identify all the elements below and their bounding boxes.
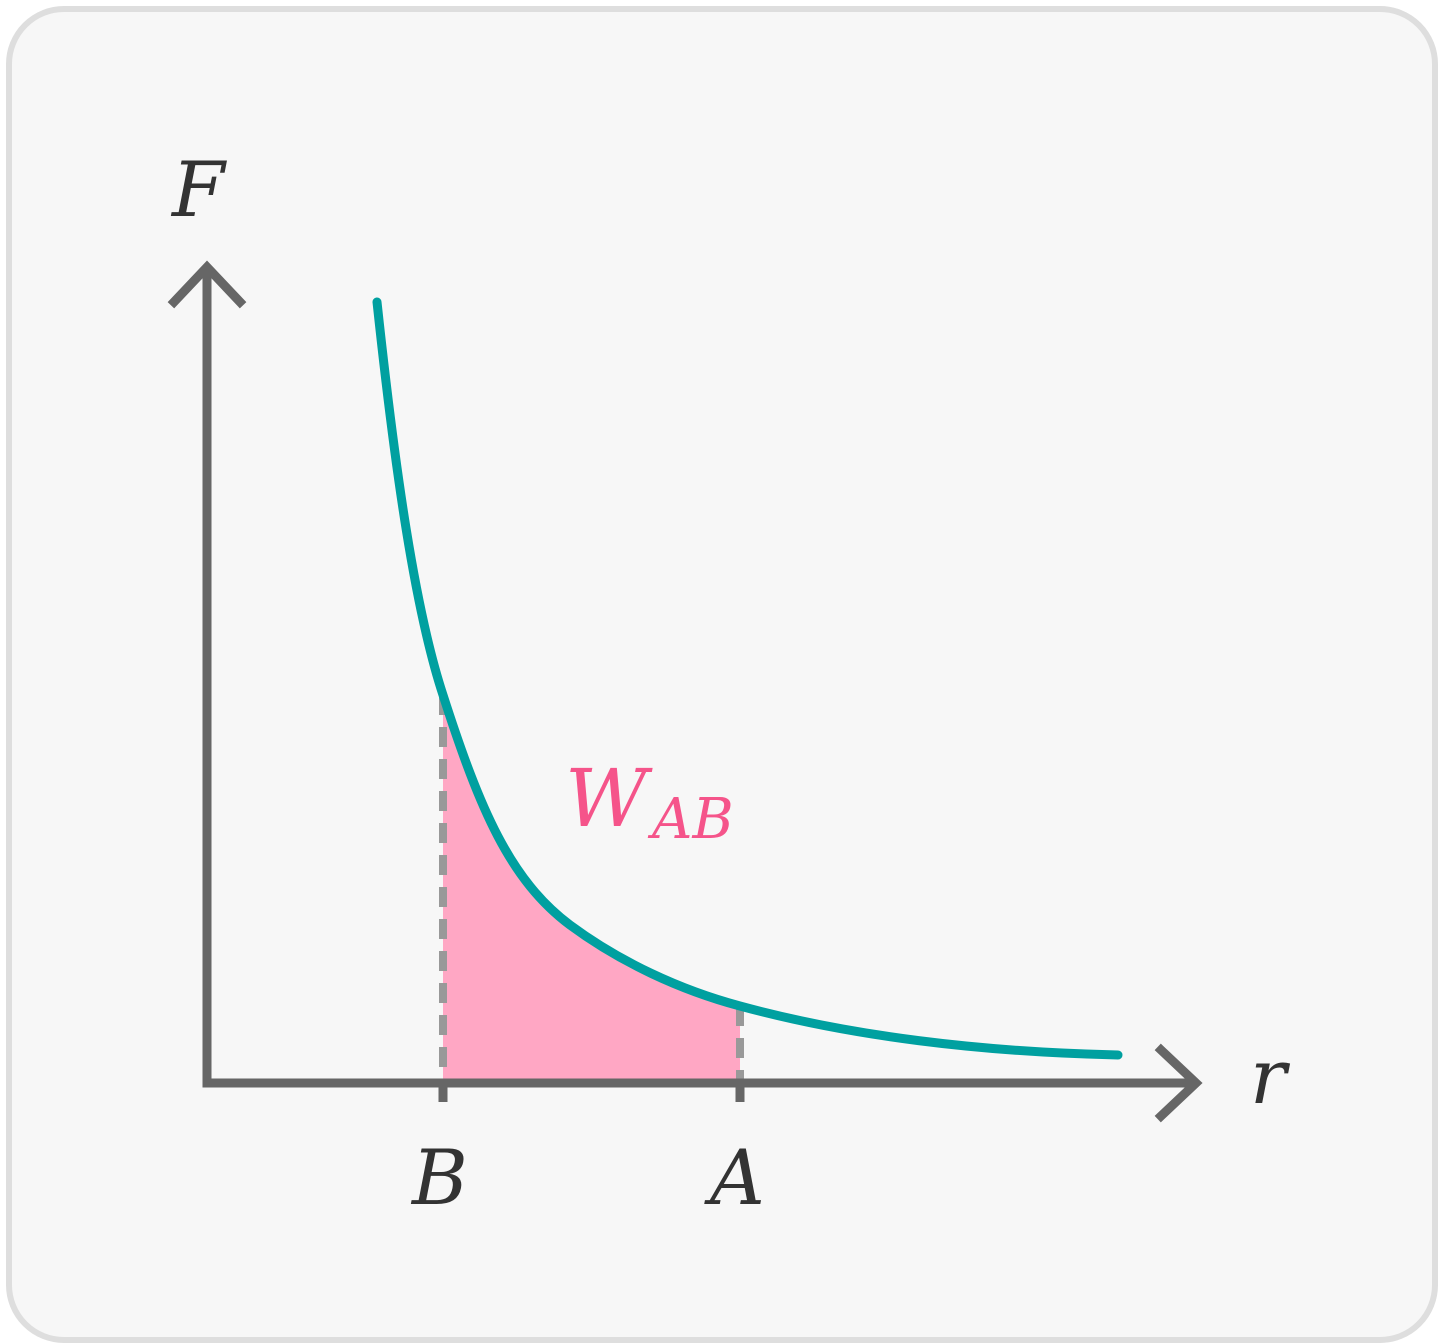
area-label-main: W (565, 752, 653, 845)
x-axis-label: r (1250, 1032, 1291, 1121)
y-axis-arrowhead (167, 260, 247, 309)
area-label-subscript: AB (647, 787, 734, 852)
y-axis-label: F (170, 145, 227, 234)
marker-a-label: A (704, 1133, 765, 1222)
work-area-fill (443, 695, 740, 1083)
x-axis-arrowhead (1154, 1043, 1203, 1123)
diagram-card (6, 6, 1438, 1343)
marker-b-label: B (410, 1133, 468, 1222)
force-curve (372, 297, 1123, 1060)
